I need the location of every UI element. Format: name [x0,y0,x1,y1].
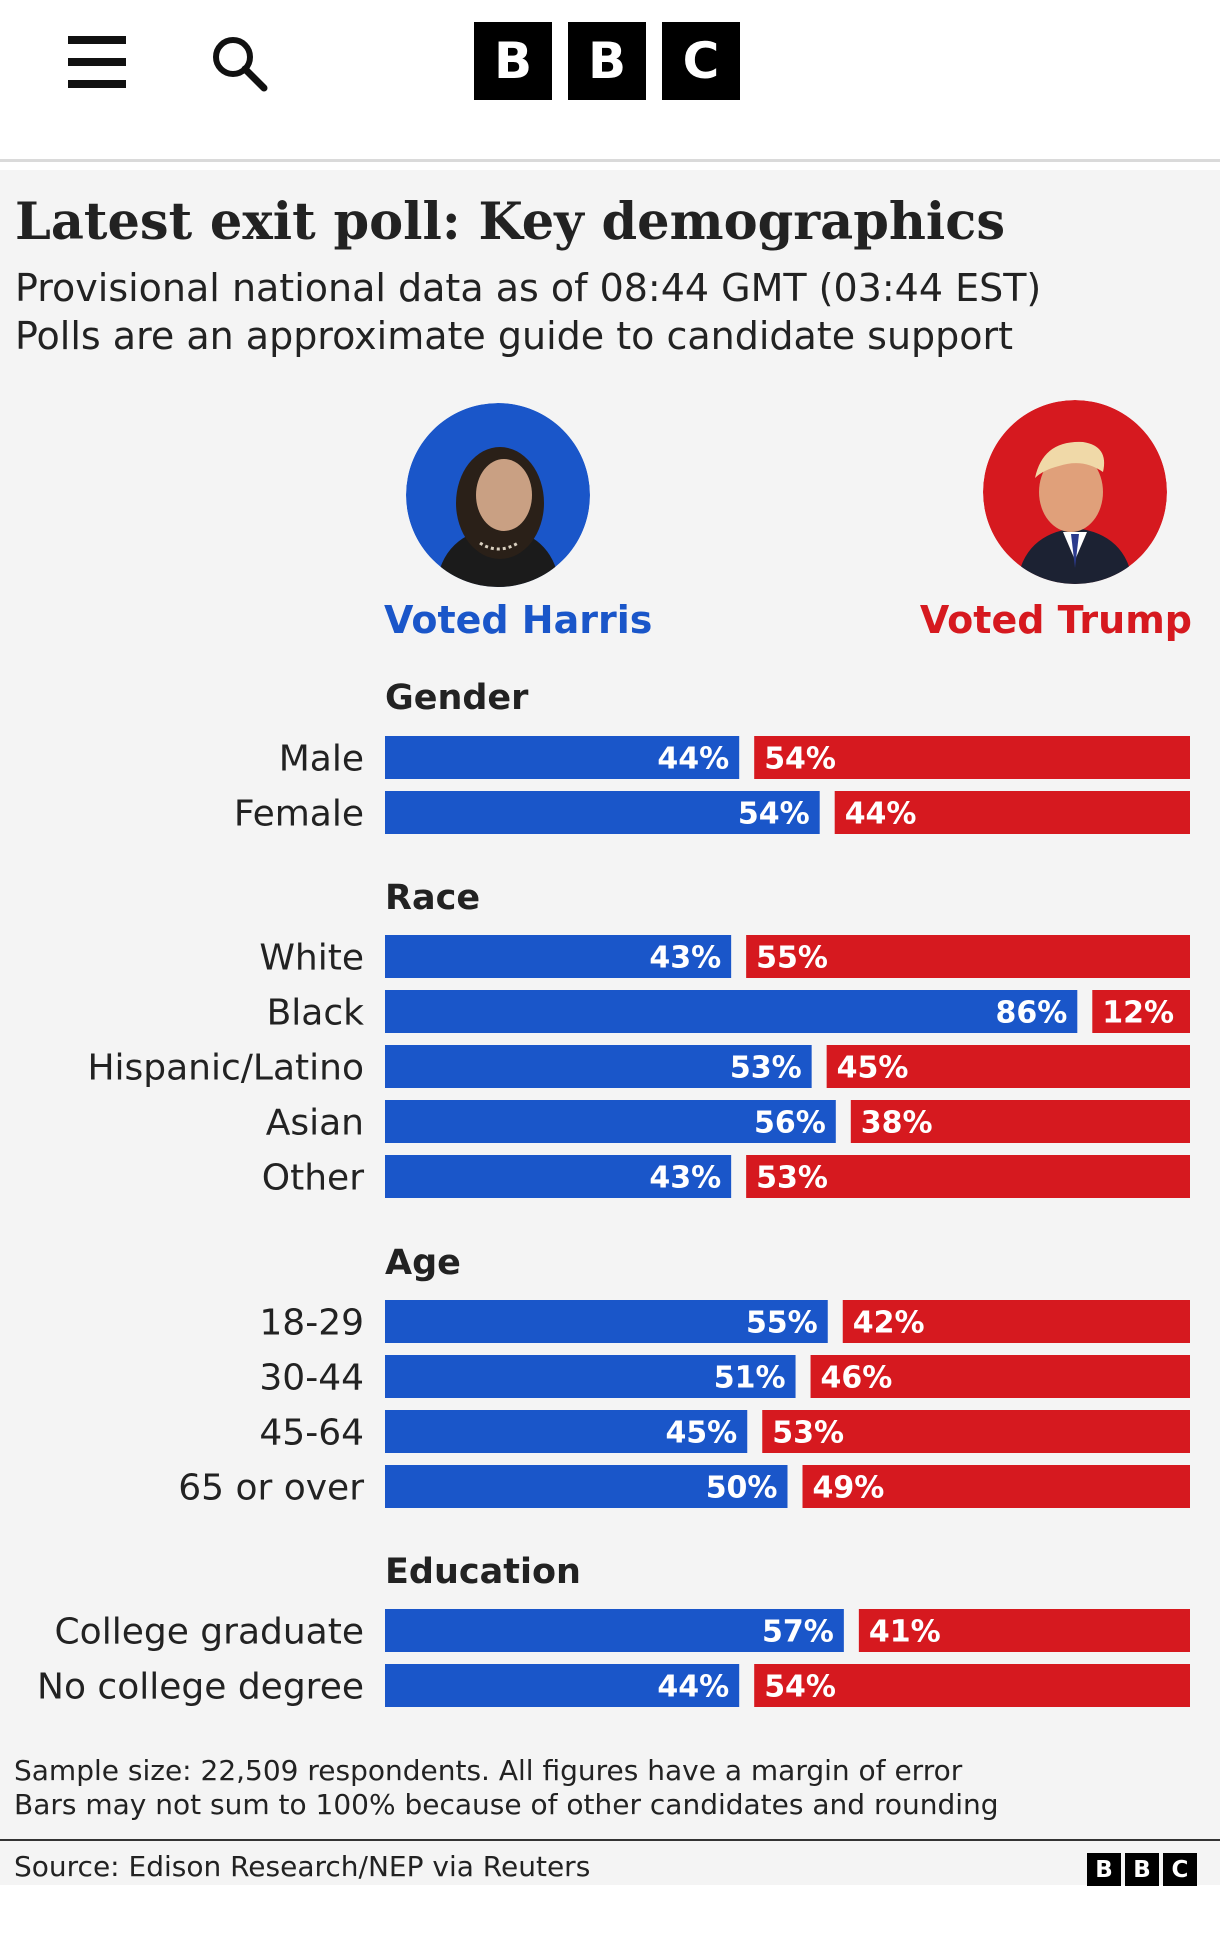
trump-bar [834,791,1190,834]
harris-bar [385,1300,828,1343]
harris-bar [385,1045,812,1088]
harris-bar [385,1355,796,1398]
harris-value-label: 45% [665,1416,737,1451]
harris-bar [385,990,1078,1033]
harris-value-label: 43% [649,1161,721,1196]
trump-value-label: 38% [861,1106,933,1141]
source-divider [0,1839,1220,1841]
harris-bar [385,1155,732,1198]
harris-bar [385,791,820,834]
harris-bar [385,736,740,779]
harris-bar [385,1100,836,1143]
trump-value-label: 49% [813,1471,885,1506]
top-navigation-bar: B B C [0,0,1220,162]
row-label: Other [262,1158,364,1199]
hamburger-menu-icon[interactable] [68,36,126,88]
trump-bar [802,1465,1190,1508]
logo-letter: C [662,22,740,100]
trump-bar [746,935,1190,978]
row-label: No college degree [37,1667,364,1708]
footnote-sample-size: Sample size: 22,509 respondents. All fig… [14,1754,963,1787]
row-label: Asian [266,1103,364,1144]
harris-bar [385,1609,844,1652]
trump-value-label: 12% [1102,996,1174,1031]
trump-bar [746,1155,1190,1198]
trump-value-label: 55% [756,941,828,976]
footnote-rounding: Bars may not sum to 100% because of othe… [14,1788,999,1821]
row-label: 30-44 [259,1358,364,1399]
row-label: Black [267,993,365,1034]
row-label: 18-29 [259,1303,364,1344]
trump-value-label: 53% [772,1416,844,1451]
bbc-logo[interactable]: B B C [474,22,740,100]
harris-value-label: 43% [649,941,721,976]
trump-bar [754,1664,1190,1707]
footer-bbc-logo: B B C [1087,1853,1197,1886]
trump-value-label: 41% [869,1615,941,1650]
logo-letter: B [568,22,646,100]
harris-bar [385,1465,788,1508]
footer-logo-letter: B [1125,1853,1159,1886]
trump-bar [762,1410,1190,1453]
trump-value-label: 54% [764,742,836,777]
group-heading: Age [385,1243,461,1283]
trump-value-label: 44% [845,797,917,832]
row-label: Male [279,739,364,780]
chart-title: Latest exit poll: Key demographics [15,192,1006,252]
row-label: White [259,938,364,979]
trump-bar [754,736,1190,779]
harris-value-label: 44% [657,742,729,777]
row-label: 65 or over [178,1468,364,1509]
trump-bar [810,1355,1190,1398]
harris-portrait [406,403,590,587]
harris-legend-label: Voted Harris [384,598,653,642]
trump-value-label: 42% [853,1306,925,1341]
harris-bar [385,1664,740,1707]
trump-value-label: 53% [756,1161,828,1196]
harris-value-label: 44% [657,1670,729,1705]
harris-value-label: 53% [730,1051,802,1086]
trump-bar [858,1609,1190,1652]
group-heading: Education [385,1552,581,1592]
trump-bar [842,1300,1190,1343]
chart-subtitle-line2: Polls are an approximate guide to candid… [15,314,1014,358]
group-heading: Race [385,878,480,918]
group-heading: Gender [385,678,529,718]
trump-value-label: 45% [837,1051,909,1086]
harris-bar [385,935,732,978]
harris-value-label: 56% [754,1106,826,1141]
harris-value-label: 51% [714,1361,786,1396]
harris-value-label: 55% [746,1306,818,1341]
trump-portrait [983,400,1167,584]
trump-bar [1092,990,1190,1033]
row-label: Female [234,794,364,835]
footer-logo-letter: B [1087,1853,1121,1886]
source-credit: Source: Edison Research/NEP via Reuters [14,1850,591,1883]
harris-value-label: 50% [706,1471,778,1506]
trump-value-label: 46% [821,1361,893,1396]
harris-bar [385,1410,748,1453]
trump-value-label: 54% [764,1670,836,1705]
logo-letter: B [474,22,552,100]
trump-bar [850,1100,1190,1143]
row-label: Hispanic/Latino [87,1048,364,1089]
search-icon[interactable] [208,32,272,96]
harris-value-label: 54% [738,797,810,832]
chart-subtitle-line1: Provisional national data as of 08:44 GM… [15,266,1042,310]
footer-logo-letter: C [1163,1853,1197,1886]
row-label: College graduate [55,1612,364,1653]
harris-value-label: 86% [995,996,1067,1031]
harris-value-label: 57% [762,1615,834,1650]
trump-legend-label: Voted Trump [919,598,1192,642]
trump-bar [826,1045,1190,1088]
row-label: 45-64 [259,1413,364,1454]
topbar-divider [0,159,1220,162]
